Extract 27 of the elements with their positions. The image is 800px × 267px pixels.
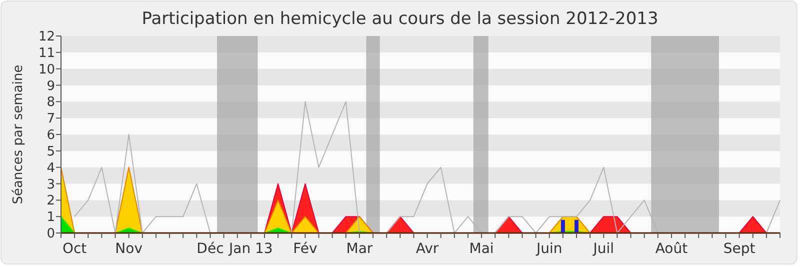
chart-title: Participation en hemicycle au cours de la session 2012-2013 <box>142 9 658 29</box>
y-tick-label: 1 <box>46 210 55 226</box>
y-tick-label: 7 <box>46 112 55 127</box>
y-tick-label: 3 <box>46 177 55 192</box>
x-tick-label: Oct <box>62 241 88 257</box>
x-tick-label: Déc <box>196 241 224 257</box>
y-tick-label: 5 <box>46 144 55 160</box>
x-tick-label: Mar <box>346 241 373 257</box>
y-tick-label: 4 <box>46 160 55 176</box>
y-tick-label: 2 <box>46 194 55 209</box>
y-axis-title: Séances par semaine <box>11 64 26 204</box>
y-tick-label: 8 <box>46 95 55 110</box>
x-tick-label: Avr <box>416 241 439 257</box>
x-tick-label: Sept <box>723 241 756 257</box>
x-tick-label: Jan 13 <box>228 241 273 257</box>
y-tick-label: 6 <box>46 128 55 144</box>
y-tick-label: 11 <box>38 46 55 61</box>
x-tick-label: Juin <box>535 241 562 257</box>
x-tick-label: Nov <box>115 241 142 257</box>
y-tick-label: 9 <box>46 78 55 94</box>
x-tick-label: Fév <box>293 241 318 257</box>
y-tick-label: 12 <box>38 30 55 45</box>
y-tick-label: 0 <box>46 226 55 242</box>
y-tick-label: 10 <box>38 62 55 78</box>
x-tick-label: Mai <box>469 241 494 257</box>
x-tick-label: Juil <box>592 241 614 257</box>
x-tick-label: Août <box>655 241 688 257</box>
